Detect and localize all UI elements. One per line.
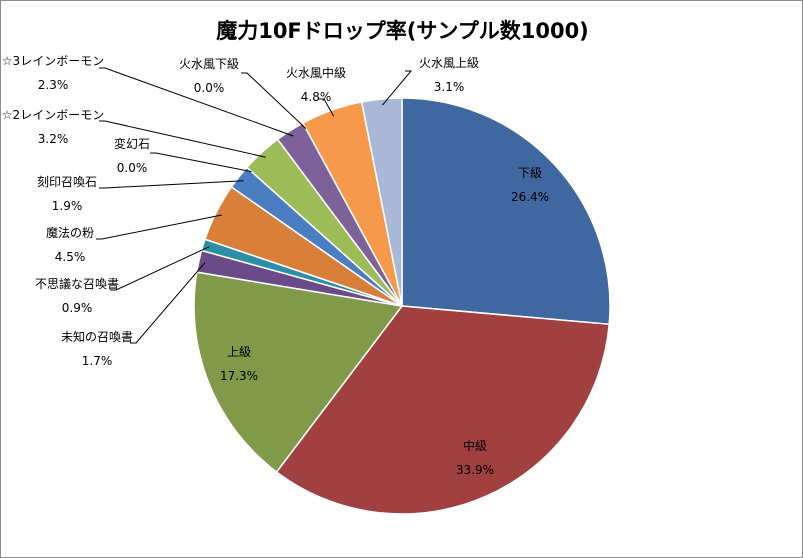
leader-lines bbox=[96, 67, 413, 344]
slice-12-percent-label: 4.8% bbox=[301, 90, 332, 104]
slice-1-percent-label: 26.4% bbox=[511, 190, 549, 204]
slice-13-category-label: 火水風上級 bbox=[419, 56, 479, 70]
slice-8-category-label: 変幻石 bbox=[114, 136, 150, 151]
pie-slices bbox=[193, 97, 611, 515]
slice-2-category-label: 中級 bbox=[463, 438, 487, 453]
slice-7-percent-label: 1.9% bbox=[52, 199, 83, 213]
slice-3-percent-label: 17.3% bbox=[220, 369, 258, 383]
slice-4-percent-label: 1.7% bbox=[82, 354, 113, 368]
slice-13 bbox=[360, 97, 403, 307]
slice-9-category-label: ☆2レインボーモン bbox=[2, 108, 104, 122]
slice-3-category-label: 上級 bbox=[227, 345, 251, 359]
slice-11-leader-line bbox=[241, 72, 307, 129]
slice-11-percent-label: 0.0% bbox=[194, 81, 225, 95]
slice-4-category-label: 未知の召喚書 bbox=[61, 330, 133, 344]
slice-9-percent-label: 3.2% bbox=[38, 132, 69, 146]
slice-5-percent-label: 0.9% bbox=[62, 301, 93, 315]
slice-5-leader-line bbox=[110, 246, 210, 291]
slice-2-percent-label: 33.9% bbox=[456, 463, 494, 477]
slice-8-percent-label: 0.0% bbox=[117, 161, 148, 175]
slice-10-leader-line bbox=[99, 67, 294, 137]
slice-10-percent-label: 2.3% bbox=[38, 78, 69, 92]
slice-7-leader-line bbox=[99, 180, 244, 189]
slice-5-category-label: 不思議な召喚書 bbox=[35, 277, 119, 291]
slice-6-percent-label: 4.5% bbox=[55, 250, 86, 264]
slice-1 bbox=[401, 97, 611, 326]
slice-13-percent-label: 3.1% bbox=[434, 80, 465, 94]
chart-title: 魔力10Fドロップ率(サンプル数1000) bbox=[216, 19, 589, 43]
slice-13-leader-line bbox=[382, 70, 413, 106]
slice-1-category-label: 下級 bbox=[518, 166, 542, 180]
slice-10-category-label: ☆3レインボーモン bbox=[2, 54, 104, 68]
slice-12-leader-line bbox=[318, 98, 335, 117]
data-labels: 下級 26.4% 中級 33.9% 上級 17.3% 未知の召喚書 1.7% 不思議な召喚書 0.… bbox=[2, 54, 549, 477]
slice-4-leader-line bbox=[130, 262, 206, 344]
slice-11-category-label: 火水風下級 bbox=[179, 57, 239, 71]
slice-6-leader-line bbox=[96, 214, 222, 240]
slice-12-category-label: 火水風中級 bbox=[286, 65, 346, 80]
slice-3 bbox=[193, 271, 404, 473]
slice-6-category-label: 魔法の粉 bbox=[46, 225, 94, 240]
slice-8-leader-line bbox=[150, 152, 252, 173]
slice-9-leader-line bbox=[99, 120, 266, 158]
slice-7-category-label: 刻印召喚石 bbox=[37, 175, 97, 189]
slice-2 bbox=[275, 305, 611, 515]
